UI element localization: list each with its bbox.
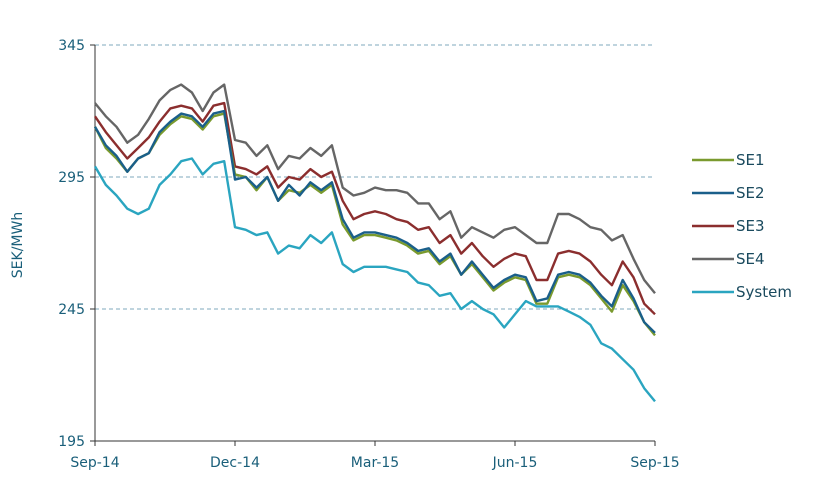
legend-label-se1: SE1 bbox=[736, 151, 765, 169]
legend-label-system: System bbox=[736, 283, 792, 301]
series-lines bbox=[93, 83, 656, 403]
y-tick-label: 295 bbox=[58, 170, 85, 186]
legend-label-se3: SE3 bbox=[736, 217, 765, 235]
legend-label-se2: SE2 bbox=[736, 184, 765, 202]
legend: SE1 SE2 SE3 SE4 System bbox=[692, 151, 792, 301]
x-tick-label: Mar-15 bbox=[351, 455, 399, 471]
series-line-se2 bbox=[93, 109, 656, 334]
y-tick-label: 195 bbox=[58, 434, 85, 450]
x-tick-label: Sep-14 bbox=[70, 455, 119, 471]
x-tick-labels: Sep-14 Dec-14 Mar-15 Jun-15 Sep-15 bbox=[70, 441, 680, 471]
x-tick-label: Sep-15 bbox=[630, 455, 679, 471]
legend-label-se4: SE4 bbox=[736, 250, 765, 268]
x-tick-label: Dec-14 bbox=[210, 455, 260, 471]
y-tick-labels: 195 245 295 345 bbox=[58, 38, 95, 450]
y-tick-label: 345 bbox=[58, 38, 85, 54]
series-line-se4 bbox=[94, 83, 656, 294]
series-line-se3 bbox=[94, 101, 656, 316]
series-line-se1 bbox=[93, 112, 656, 337]
y-axis-title: SEK/MWh bbox=[10, 212, 26, 278]
y-tick-label: 245 bbox=[58, 302, 85, 318]
x-tick-label: Jun-15 bbox=[492, 455, 538, 471]
grid bbox=[95, 44, 655, 310]
axes bbox=[94, 45, 655, 442]
series-line-system bbox=[93, 157, 656, 403]
